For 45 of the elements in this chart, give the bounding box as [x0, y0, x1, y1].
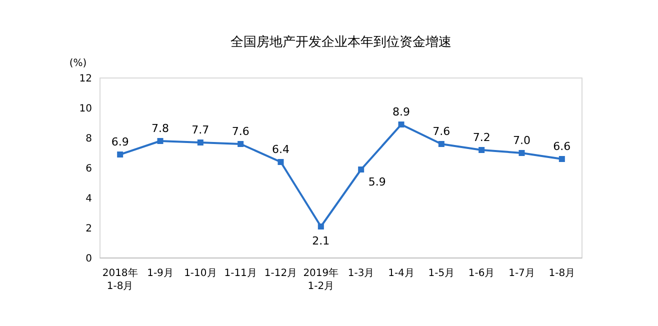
y-tick-label: 10: [79, 104, 92, 114]
data-label: 7.2: [472, 131, 490, 144]
data-label: 6.4: [272, 143, 290, 156]
data-label: 7.6: [232, 125, 250, 138]
chart-title: 全国房地产开发企业本年到位资金增速: [230, 34, 452, 50]
y-tick-label: 12: [79, 74, 92, 84]
x-tick-label: 1-9月: [147, 268, 174, 279]
data-label: 6.9: [111, 136, 129, 148]
point: [478, 147, 485, 153]
data-label: 5.9: [368, 176, 386, 188]
point: [398, 122, 404, 128]
x-tick-label: 1-3月: [348, 268, 374, 279]
y-tick-label: 4: [86, 194, 92, 204]
x-tick-label: 1-10月: [184, 268, 217, 279]
data-label: 7.8: [152, 122, 169, 135]
y-tick-label: 6: [86, 164, 92, 174]
point: [358, 166, 364, 172]
point: [278, 159, 284, 165]
data-label: 7.0: [513, 134, 530, 147]
y-tick-label: 0: [86, 254, 92, 264]
point: [558, 156, 565, 162]
x-tick-label: 2018年 1-8月: [102, 267, 138, 292]
x-tick-label: 1-8月: [548, 268, 576, 279]
x-tick-label: 1-12月: [264, 268, 298, 279]
point: [238, 141, 244, 147]
point: [518, 150, 525, 156]
x-tick-label: 1-4月: [388, 268, 414, 279]
data-label: 7.7: [192, 124, 210, 136]
point: [197, 140, 204, 146]
point: [157, 138, 164, 144]
x-tick-label: 2019年 1-2月: [303, 267, 339, 292]
point: [318, 224, 324, 230]
point: [117, 152, 124, 158]
x-tick-label: 1-7月: [508, 268, 535, 279]
data-label: 8.9: [392, 106, 410, 118]
data-label: 6.6: [553, 140, 571, 153]
y-tick-label: 2: [86, 224, 92, 234]
data-label: 7.6: [432, 125, 450, 138]
x-tick-label: 1-6月: [468, 268, 495, 279]
x-tick-label: 1-11月: [224, 268, 257, 279]
point: [438, 141, 444, 147]
y-tick-label: 8: [86, 134, 92, 144]
y-axis-title: (%): [69, 58, 87, 69]
x-tick-label: 1-5月: [428, 268, 455, 279]
data-label: 2.1: [312, 234, 330, 248]
